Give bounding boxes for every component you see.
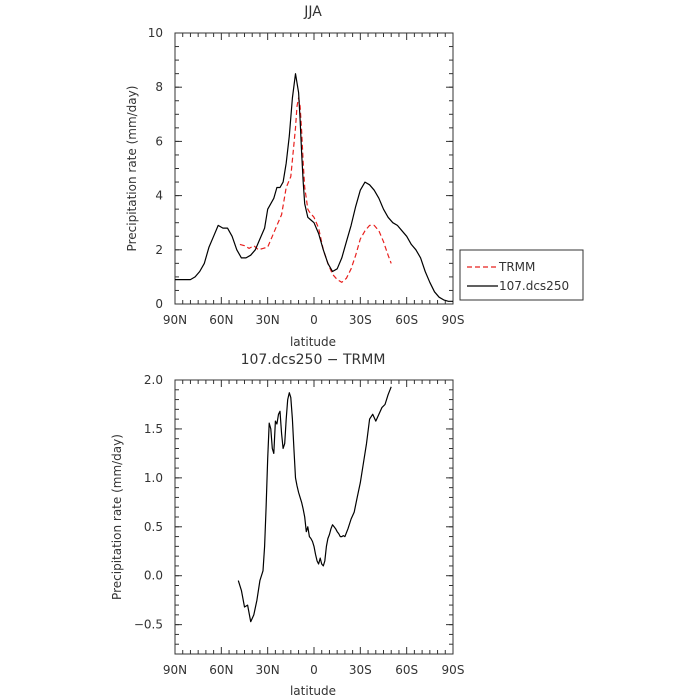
legend-label-trmm: TRMM xyxy=(498,260,535,274)
y-tick-label: 0.0 xyxy=(144,569,163,583)
y-tick-label: 4 xyxy=(155,189,163,203)
legend-box xyxy=(459,249,584,301)
y-axis-label: Precipitation rate (mm/day) xyxy=(110,434,124,600)
series-line-difference xyxy=(237,386,392,623)
precip-difference-panel: 107.dcs250 − TRMM −0.5 0.0 0.5 1.0 1.5 2.0 90… xyxy=(110,352,464,698)
x-tick-label: 30N xyxy=(256,313,280,327)
chart-title: JJA xyxy=(303,4,322,20)
y-tick-label: 8 xyxy=(155,80,163,94)
y-tick-labels: −0.5 0.0 0.5 1.0 1.5 2.0 xyxy=(134,373,163,632)
y-tick-label: 2.0 xyxy=(144,373,163,387)
x-tick-label: 30S xyxy=(349,663,372,677)
plot-frame xyxy=(174,32,454,305)
plot-frame xyxy=(174,379,454,655)
x-tick-label: 60N xyxy=(209,313,233,327)
x-axis-label: latitude xyxy=(290,684,336,698)
legend-label-dcs250: 107.dcs250 xyxy=(499,279,569,293)
y-tick-label: 0.5 xyxy=(144,520,163,534)
chart-title: 107.dcs250 − TRMM xyxy=(241,352,386,368)
legend: TRMM 107.dcs250 xyxy=(459,249,584,301)
y-tick-labels: 0 2 4 6 8 10 xyxy=(148,26,163,311)
x-tick-labels: 90N 60N 30N 0 30S 60S 90S xyxy=(163,313,465,327)
x-tick-label: 90S xyxy=(442,663,465,677)
y-tick-label: 1.0 xyxy=(144,471,163,485)
y-axis-label: Precipitation rate (mm/day) xyxy=(125,86,139,252)
y-tick-label: 10 xyxy=(148,26,163,40)
y-tick-label: 6 xyxy=(155,134,163,148)
x-tick-label: 60N xyxy=(209,663,233,677)
x-tick-label: 30N xyxy=(256,663,280,677)
axis-ticks xyxy=(174,379,454,654)
x-tick-label: 90S xyxy=(442,313,465,327)
x-tick-label: 90N xyxy=(163,313,187,327)
data-lines xyxy=(237,386,392,623)
x-tick-label: 60S xyxy=(395,663,418,677)
x-tick-label: 60S xyxy=(395,313,418,327)
y-tick-label: 2 xyxy=(155,243,163,257)
x-axis-label: latitude xyxy=(290,335,336,349)
data-lines xyxy=(175,73,453,302)
x-tick-label: 30S xyxy=(349,313,372,327)
y-tick-label: −0.5 xyxy=(134,618,163,632)
series-line-trmm xyxy=(239,97,392,283)
precip-jja-panel: JJA 0 2 4 6 8 10 90N 60N 30N 0 30S 60S 90S latitude… xyxy=(125,4,584,349)
x-tick-label: 0 xyxy=(310,663,318,677)
x-tick-labels: 90N 60N 30N 0 30S 60S 90S xyxy=(163,663,465,677)
x-tick-label: 90N xyxy=(163,663,187,677)
y-tick-label: 0 xyxy=(155,297,163,311)
y-tick-label: 1.5 xyxy=(144,422,163,436)
axis-ticks xyxy=(174,32,454,305)
x-tick-label: 0 xyxy=(310,313,318,327)
series-line-107-dcs250 xyxy=(175,73,453,302)
